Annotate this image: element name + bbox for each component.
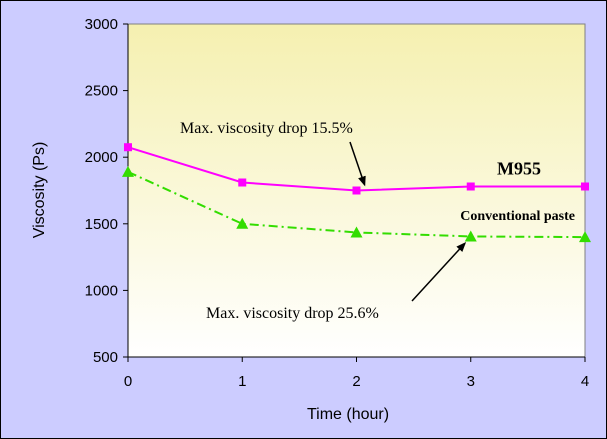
y-tick-label: 1500 [85, 216, 118, 233]
y-axis: 500 1000 1500 2000 2500 3000 [85, 16, 129, 366]
x-tick-label: 3 [467, 373, 475, 390]
series-point [124, 143, 132, 152]
x-tick-label: 0 [124, 373, 132, 390]
y-tick-label: 3000 [85, 16, 118, 33]
annotation-layer: Max. viscosity drop 15.5% Max. viscosity … [180, 120, 467, 322]
series-label-conventional: Conventional paste [460, 209, 575, 224]
series-layer: M955 Conventional paste [122, 143, 591, 243]
annotation-arrow-m955 [349, 141, 366, 187]
series-line-1 [127, 170, 586, 239]
annotation-m955: Max. viscosity drop 15.5% [180, 120, 353, 137]
y-tick-label: 500 [93, 349, 118, 366]
x-axis: 0 1 2 3 4 [124, 356, 589, 390]
x-tick-label: 1 [238, 373, 246, 390]
y-axis-title: Viscosity (Ps) [31, 142, 48, 239]
series-point [579, 231, 591, 243]
x-axis-title: Time (hour) [307, 406, 389, 423]
series-point [464, 230, 477, 242]
series-point [352, 186, 361, 195]
y-tick-label: 1000 [85, 282, 118, 299]
series-point [238, 178, 247, 187]
series-point [236, 217, 249, 229]
y-tick-label: 2500 [85, 83, 118, 100]
annotation-conventional: Max. viscosity drop 25.6% [206, 305, 379, 322]
x-tick-label: 4 [581, 373, 589, 390]
x-tick-label: 2 [352, 373, 360, 390]
series-point [350, 226, 363, 238]
series-point [581, 182, 589, 191]
series-point [122, 165, 134, 177]
y-tick-label: 2000 [85, 149, 118, 166]
annotation-arrow-conventional [411, 241, 467, 302]
series-label-m955: M955 [497, 159, 541, 179]
series-point [466, 182, 475, 191]
